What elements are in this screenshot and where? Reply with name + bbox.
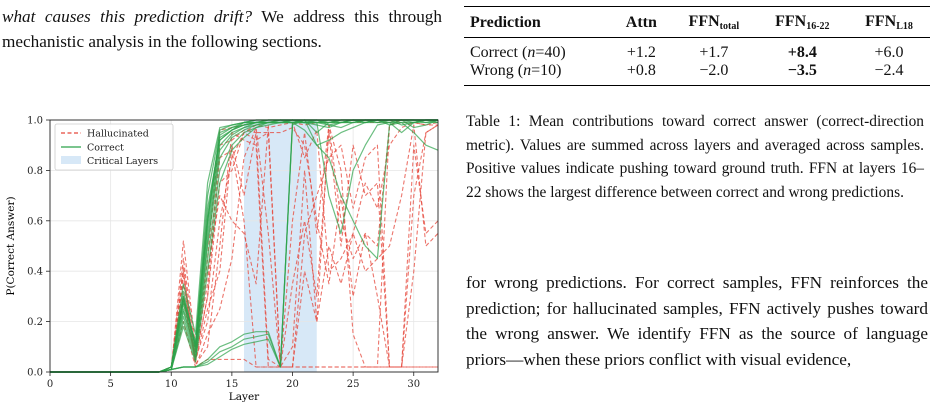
cell-attn: +0.8	[611, 62, 671, 86]
x-tick-label: 20	[286, 379, 299, 390]
cell-ffn-l18: −2.4	[847, 62, 930, 86]
cell-ffn-total: −2.0	[670, 62, 757, 86]
intro-paragraph: what causes this prediction drift? We ad…	[2, 4, 442, 54]
row-label-text: Correct (	[470, 44, 528, 61]
layer-probability-chart: 0 5 10 15 20 25 30 0.0 0.2 0.4 0.6 0.8 1.0 Hallucina…	[5, 116, 439, 403]
y-tick-label: 0.6	[27, 216, 43, 227]
row-n: n	[523, 62, 532, 79]
legend-hallucinated-label: Hallucinated	[87, 129, 149, 140]
x-tick-label: 15	[226, 379, 239, 390]
right-column: Prediction Attn FFNtotal FFN16-22 FFNL18…	[464, 0, 930, 404]
x-tick-label: 10	[165, 379, 178, 390]
table-row: Wrong (n=10) +0.8 −2.0 −3.5 −2.4	[464, 62, 930, 86]
y-tick-label: 0.8	[27, 166, 43, 177]
header-ffn-total: FFNtotal	[670, 6, 757, 38]
row-label-text: Wrong (	[470, 62, 524, 79]
row-count: =10)	[531, 62, 562, 79]
legend-box	[54, 123, 174, 171]
header-ffn-total-base: FFN	[688, 13, 720, 30]
axes	[49, 119, 439, 373]
x-tick-label: 30	[407, 379, 420, 390]
hallucinated-series-line	[50, 124, 439, 373]
header-ffn-16-22: FFN16-22	[756, 6, 848, 38]
hallucinated-series-line	[50, 124, 439, 373]
hallucinated-series-line	[50, 124, 438, 373]
header-prediction: Prediction	[464, 6, 612, 38]
table-caption: Table 1: Mean contributions toward corre…	[466, 113, 924, 201]
legend-correct-label: Correct	[87, 143, 124, 154]
plot-background	[244, 120, 317, 372]
row-n: n	[527, 44, 536, 61]
cell-ffn-16-22: +8.4	[787, 44, 817, 61]
x-tick-label: 5	[107, 379, 113, 390]
header-ffn-l18: FFNL18	[847, 6, 930, 38]
y-tick-label: 0.4	[27, 267, 43, 278]
ticks: 0 5 10 15 20 25 30 0.0 0.2 0.4 0.6 0.8 1.0	[27, 116, 420, 391]
hallucinated-series-line	[50, 124, 439, 373]
legend-critical-swatch	[61, 156, 81, 164]
row-label: Correct (n=40)	[464, 38, 612, 63]
header-attn: Attn	[611, 6, 671, 38]
cell-ffn-total: +1.7	[699, 44, 729, 61]
x-axis-label: Layer	[229, 391, 260, 403]
intro-question: what causes this prediction drift?	[2, 7, 253, 26]
legend-critical-label: Critical Layers	[87, 156, 158, 167]
y-tick-label: 1.0	[27, 116, 43, 127]
row-count: =40)	[535, 44, 566, 61]
hallucinated-series-line	[50, 149, 438, 373]
table-row: Correct (n=40) +1.2 +1.7 +8.4 +6.0	[464, 38, 930, 63]
row-label: Wrong (n=10)	[464, 62, 612, 86]
plot-frame	[49, 119, 439, 373]
x-tick-label: 0	[47, 379, 53, 390]
header-ffn-total-sub: total	[719, 21, 740, 32]
y-tick-label: 0.0	[27, 368, 43, 379]
y-axis-label: P(Correct Answer)	[5, 196, 17, 295]
cell-ffn-16-22: −3.5	[756, 62, 848, 86]
header-ffn-l18-base: FFN	[865, 13, 897, 30]
cell-attn: +1.2	[626, 44, 656, 61]
intro-rest: We address this through mechanistic anal…	[2, 7, 442, 51]
body-paragraph: for wrong predictions. For correct sampl…	[466, 273, 928, 369]
contributions-table: Prediction Attn FFNtotal FFN16-22 FFNL18…	[464, 6, 930, 86]
header-ffn-16-22-base: FFN	[775, 13, 807, 30]
y-tick-label: 0.2	[27, 317, 43, 328]
left-column: what causes this prediction drift? We ad…	[0, 0, 446, 404]
cell-ffn-l18: +6.0	[874, 44, 904, 61]
header-ffn-16-22-sub: 16-22	[806, 21, 830, 32]
legend: Hallucinated Correct Critical Layers	[54, 123, 174, 171]
x-tick-label: 25	[347, 379, 360, 390]
table-header-row: Prediction Attn FFNtotal FFN16-22 FFNL18	[464, 6, 930, 38]
header-ffn-l18-sub: L18	[896, 21, 913, 32]
hallucinated-series-line	[50, 121, 438, 373]
critical-layers-band	[244, 120, 317, 372]
